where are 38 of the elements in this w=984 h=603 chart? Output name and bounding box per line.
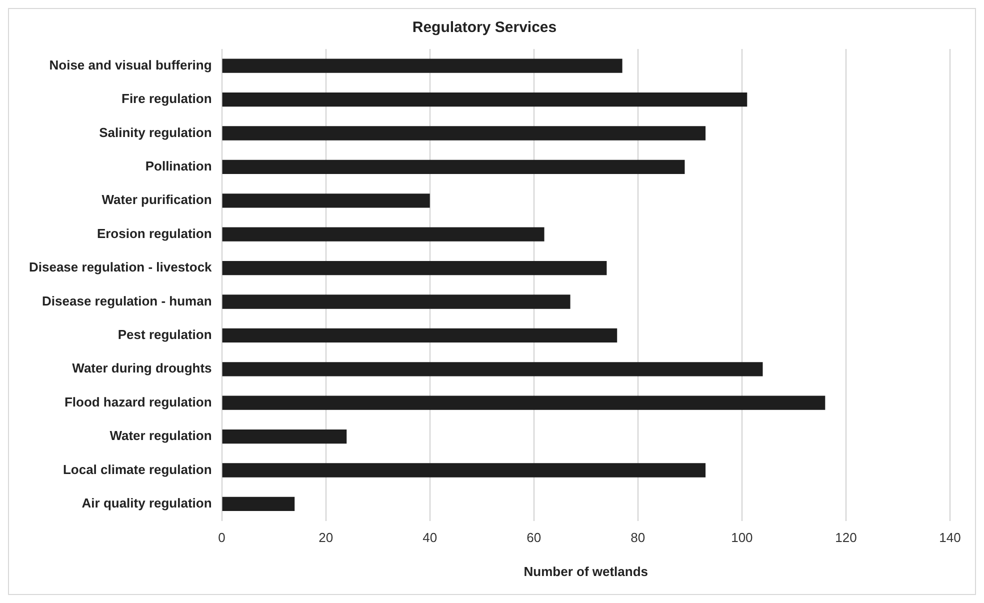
bar [222,194,430,208]
bar [222,92,748,107]
y-tick-label: Flood hazard regulation [64,394,212,410]
bar [222,160,685,174]
y-tick-label: Pest regulation [118,327,212,342]
y-tick-label: Water purification [102,192,212,208]
y-tick-label: Disease regulation - human [42,293,212,308]
y-tick-label: Disease regulation - livestock [28,260,213,275]
y-tick-label: Salinity regulation [99,124,212,140]
x-tick-label: 40 [422,530,438,546]
bar [222,463,706,478]
bar [222,328,618,343]
x-axis-title: Number of wetlands [524,564,648,579]
y-tick-label: Water during droughts [72,360,212,376]
bar [222,496,295,512]
chart-title: Regulatory Services [412,19,557,36]
bar [222,396,826,410]
y-tick-label: Water regulation [110,428,212,444]
x-tick-label: 140 [939,530,961,546]
x-tick-label: 20 [318,530,334,546]
y-tick-label: Fire regulation [121,91,212,106]
x-tick-label: 80 [630,530,646,546]
bar [222,362,763,376]
x-tick-label: 120 [835,530,857,546]
bar [222,429,347,444]
y-tick-label: Air quality regulation [82,496,212,511]
bar [222,260,607,276]
y-tick-label: Pollination [145,158,212,174]
bar [222,126,706,140]
x-tick-label: 100 [731,530,753,546]
bar [222,294,570,309]
x-tick-label: 0 [218,530,226,546]
bar [222,227,544,242]
y-tick-label: Local climate regulation [62,462,212,477]
x-tick-label: 60 [526,530,542,546]
bar [222,58,622,73]
y-tick-label: Noise and visual buffering [49,57,212,72]
y-tick-label: Erosion regulation [96,226,212,241]
